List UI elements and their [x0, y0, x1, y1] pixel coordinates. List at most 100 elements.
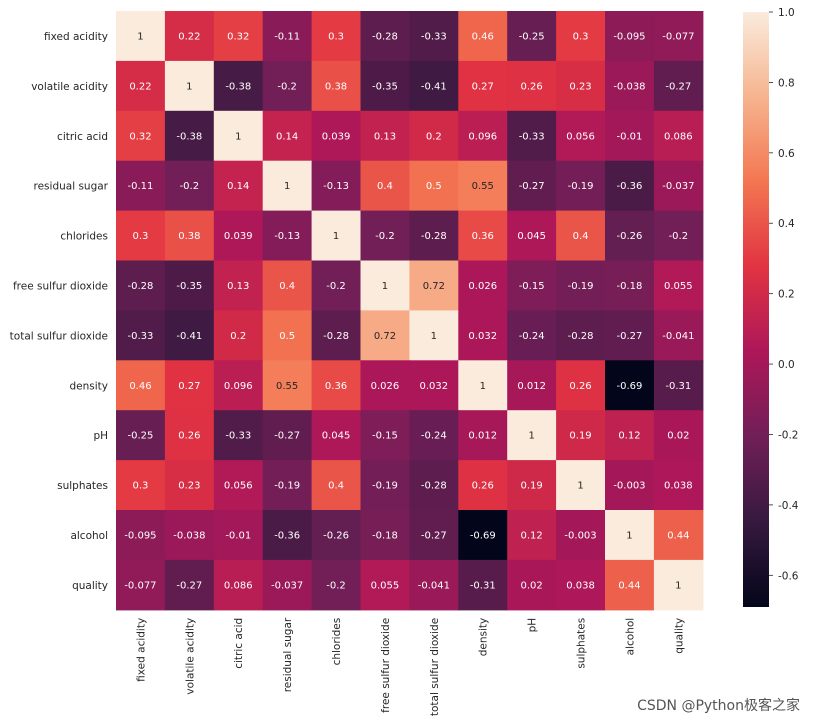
column-label: density [478, 618, 490, 657]
heatmap-cells: 1 0.22 0.32 -0.11 0.3 -0.28 -0.33 0.46 -0.25 0.3 -… [116, 11, 704, 611]
row-label: total sulfur dioxide [10, 330, 108, 342]
cell-value-label: 0.3 [573, 31, 589, 42]
cell-value-label: -0.33 [421, 31, 447, 42]
heatmap-cell [458, 410, 508, 461]
row-labels: fixed acidity volatile acidity citric acid… [10, 31, 109, 592]
cell-value-label: 0.4 [279, 281, 295, 292]
heatmap-cell [164, 310, 215, 361]
heatmap-cell [458, 60, 508, 112]
cell-value-label: 1 [186, 81, 192, 92]
heatmap-cell [116, 60, 166, 112]
row-label: chlorides [60, 231, 108, 243]
heatmap-cell [507, 210, 557, 262]
heatmap-cell [605, 11, 655, 62]
cell-value-label: 0.5 [426, 181, 442, 192]
heatmap-cell [360, 210, 410, 262]
heatmap-cell [213, 210, 264, 262]
cell-value-label: -0.19 [568, 281, 594, 292]
heatmap-cell [164, 60, 215, 112]
cell-value-label: -0.13 [274, 231, 300, 242]
cell-value-label: 0.13 [227, 281, 249, 292]
heatmap-cell [262, 460, 313, 511]
cell-value-label: -0.25 [128, 431, 154, 442]
cell-value-label: 1 [577, 481, 583, 492]
cell-value-label: 0.19 [569, 431, 591, 442]
cell-value-label: -0.18 [372, 530, 398, 541]
column-label: residual sugar [282, 617, 294, 692]
heatmap-cell [213, 360, 264, 411]
cell-value-label: -0.36 [274, 530, 300, 541]
heatmap-cell [507, 410, 557, 461]
cell-value-label: -0.27 [176, 580, 202, 591]
row-label: pH [93, 430, 108, 442]
cell-value-label: -0.38 [176, 131, 202, 142]
cell-value-label: 0.22 [178, 31, 200, 42]
heatmap-cell [360, 110, 410, 162]
cell-value-label: -0.077 [662, 31, 694, 42]
heatmap-cell [164, 410, 215, 461]
cell-value-label: 0.4 [573, 231, 589, 242]
row-label: quality [72, 580, 108, 592]
cell-value-label: 1 [284, 181, 290, 192]
cell-value-label: 0.096 [224, 381, 253, 392]
column-label: sulphates [576, 618, 588, 669]
heatmap-cell [556, 11, 606, 62]
cell-value-label: -0.077 [124, 580, 156, 591]
heatmap-cell [164, 11, 215, 62]
cell-value-label: 0.5 [279, 331, 295, 342]
heatmap-cell [556, 410, 606, 461]
cell-value-label: -0.2 [326, 281, 346, 292]
heatmap-cell [262, 110, 313, 162]
heatmap-cell [507, 460, 557, 511]
row-label: fixed acidity [44, 31, 108, 43]
cell-value-label: 0.039 [224, 231, 253, 242]
heatmap-cell [360, 410, 410, 461]
heatmap-cell [262, 510, 313, 561]
cell-value-label: 0.26 [178, 431, 200, 442]
heatmap-cell [360, 60, 410, 112]
cell-value-label: -0.27 [274, 431, 300, 442]
cell-value-label: -0.26 [617, 231, 643, 242]
cell-value-label: -0.27 [665, 81, 691, 92]
cell-value-label: 0.4 [328, 481, 344, 492]
cell-value-label: 0.44 [618, 580, 640, 591]
cell-value-label: 0.086 [224, 580, 253, 591]
heatmap-cell [164, 210, 215, 262]
cell-value-label: 0.27 [178, 381, 200, 392]
heatmap-cell [116, 260, 166, 311]
cell-value-label: -0.2 [277, 81, 297, 92]
heatmap-cell [653, 110, 704, 162]
heatmap-cell [116, 310, 166, 361]
cell-value-label: 0.026 [468, 281, 497, 292]
cell-value-label: 0.02 [667, 431, 689, 442]
column-label: alcohol [624, 618, 636, 656]
heatmap-cell [360, 510, 410, 561]
cell-value-label: -0.11 [128, 181, 154, 192]
heatmap-cell [605, 559, 655, 611]
heatmap-cell [164, 260, 215, 311]
cell-value-label: -0.19 [568, 181, 594, 192]
cell-value-label: 0.55 [472, 181, 494, 192]
cell-value-label: -0.31 [665, 381, 691, 392]
cell-value-label: -0.28 [372, 31, 398, 42]
cell-value-label: 0.46 [129, 381, 151, 392]
heatmap-cell [556, 110, 606, 162]
column-label: citric acid [233, 618, 245, 669]
heatmap-cell [458, 360, 508, 411]
heatmap-cell [458, 210, 508, 262]
cell-value-label: 0.44 [667, 530, 689, 541]
heatmap-cell [116, 360, 166, 411]
cell-value-label: 0.3 [132, 481, 148, 492]
cell-value-label: -0.037 [271, 580, 303, 591]
cell-value-label: 0.038 [664, 481, 693, 492]
cell-value-label: 0.13 [374, 131, 396, 142]
cell-value-label: -0.2 [180, 181, 200, 192]
heatmap-cell [653, 360, 704, 411]
heatmap-cell [262, 260, 313, 311]
cell-value-label: -0.041 [662, 331, 694, 342]
cell-value-label: 0.4 [377, 181, 393, 192]
heatmap-cell [605, 160, 655, 212]
cell-value-label: -0.36 [617, 181, 643, 192]
cell-value-label: -0.26 [323, 530, 349, 541]
heatmap-cell [556, 260, 606, 311]
